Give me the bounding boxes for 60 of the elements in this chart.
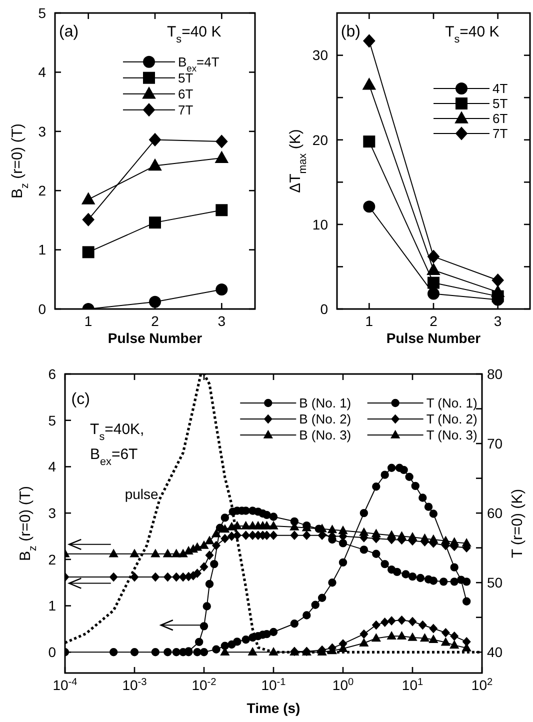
y2-tick-label: 40 [487, 644, 503, 660]
annotation: (b) [340, 24, 360, 41]
y-tick-label: 2 [48, 551, 56, 568]
legend-label: 5T [492, 96, 508, 112]
annotation: pulse [124, 486, 159, 502]
y-tick-label: 6 [48, 366, 56, 382]
y-tick-label: 30 [312, 47, 328, 64]
y-tick-label: 2 [38, 182, 46, 198]
x-tick-label: 10$^{-2}$ [192, 676, 217, 693]
y-tick-label: 1 [48, 598, 56, 614]
annotation: (c) [71, 390, 90, 408]
x-axis-title: Time (s) [246, 700, 300, 716]
annotation: T$_{s}$=40K, [90, 420, 144, 443]
y2-axis-title: T (r=0) (K) [509, 488, 526, 558]
y-tick-label: 20 [312, 132, 328, 148]
y-tick-label: 3 [38, 123, 46, 140]
y-tick-label: 4 [48, 458, 56, 475]
annotation: B$_{ex}$=6T [90, 446, 138, 468]
y2-tick-label: 70 [487, 435, 503, 452]
x-tick-label: 10$^{0}$ [332, 676, 354, 693]
x-tick-label: 1 [365, 313, 374, 329]
x-tick-label: 3 [218, 313, 226, 329]
x-tick-label: 2 [430, 313, 438, 329]
legend-label: B (No. 3) [299, 428, 352, 443]
annotation: T$_{s}$=40 K [445, 24, 500, 46]
legend-label: B$_{ex}$=4T [178, 54, 220, 74]
x-tick-label: 10$^{-3}$ [122, 676, 148, 693]
x-tick-label: 1 [84, 313, 92, 329]
legend-label: 4T [492, 81, 508, 96]
y-tick-label: 0 [320, 300, 328, 317]
annotation: (a) [59, 24, 79, 41]
x-tick-label: 10$^{1}$ [402, 676, 424, 693]
x-axis-title: Pulse Number [108, 330, 203, 346]
annotation: T$_{s}$=40 K [167, 24, 222, 46]
legend-label: 6T [492, 111, 508, 126]
legend-label: B (No. 2) [299, 412, 352, 427]
x-axis-title: Pulse Number [386, 330, 482, 346]
x-tick-label: 10$^{-1}$ [261, 676, 286, 693]
y-tick-label: 4 [38, 64, 46, 80]
legend-label: 7T [178, 102, 194, 118]
y2-tick-label: 60 [487, 504, 503, 521]
legend-label: 6T [178, 86, 194, 102]
y2-tick-label: 50 [487, 574, 503, 591]
y2-tick-label: 80 [487, 366, 503, 382]
y-tick-label: 1 [38, 242, 46, 258]
y-tick-label: 10 [312, 216, 328, 232]
x-tick-label: 10$^{2}$ [471, 676, 493, 693]
legend-label: T (No. 1) [426, 396, 478, 411]
legend-label: 7T [492, 126, 508, 142]
x-tick-label: 2 [151, 313, 160, 329]
y-tick-label: 3 [48, 504, 56, 521]
y-tick-label: 0 [48, 644, 56, 660]
y-tick-label: 5 [48, 412, 56, 428]
legend-label: T (No. 2) [426, 412, 478, 427]
x-tick-label: 3 [494, 313, 502, 329]
legend-label: T (No. 3) [426, 428, 478, 443]
legend-label: B (No. 1) [299, 396, 352, 411]
y-tick-label: 0 [38, 300, 46, 317]
x-tick-label: 10$^{-4}$ [52, 676, 78, 693]
y-tick-label: 5 [38, 4, 46, 21]
